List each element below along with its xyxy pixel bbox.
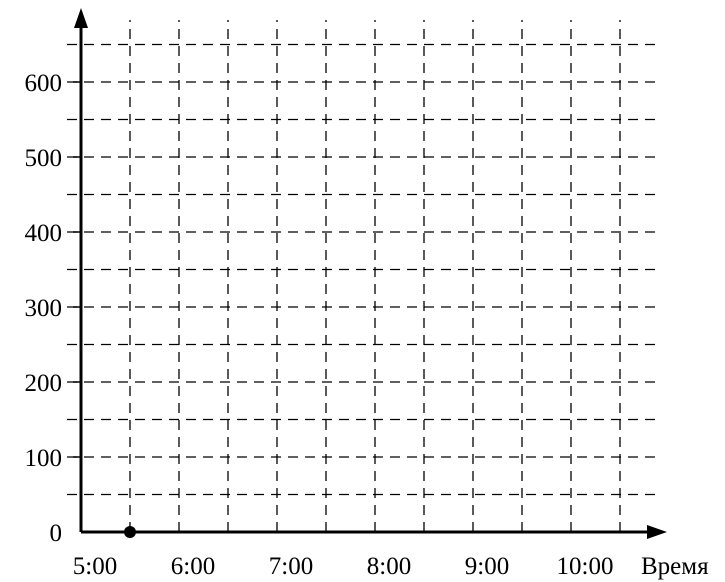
label-layer: Время 0 100 200 300 400 500 600 5:00 6:00 7:00 8:0… [25,70,710,580]
y-tick-label: 0 [50,520,63,547]
point-layer [124,526,136,538]
x-axis-arrow [647,525,667,539]
y-tick-label: 100 [25,445,63,472]
x-tick-label: 5:00 [73,553,117,580]
axis-layer [74,8,667,539]
y-tick-label: 400 [25,220,63,247]
y-tick-label: 200 [25,370,63,397]
data-point [124,526,136,538]
x-axis-label: Время [641,553,709,580]
y-axis-arrow [74,8,88,28]
y-tick-label: 500 [25,145,63,172]
x-tick-label: 10:00 [557,553,614,580]
y-tick-label: 300 [25,295,63,322]
y-tick-label: 600 [25,70,63,97]
x-tick-label: 6:00 [171,553,215,580]
x-tick-label: 9:00 [465,553,509,580]
x-tick-label: 7:00 [269,553,313,580]
tick-layer [73,81,81,458]
x-tick-label: 8:00 [367,553,411,580]
grid-layer [67,20,655,532]
